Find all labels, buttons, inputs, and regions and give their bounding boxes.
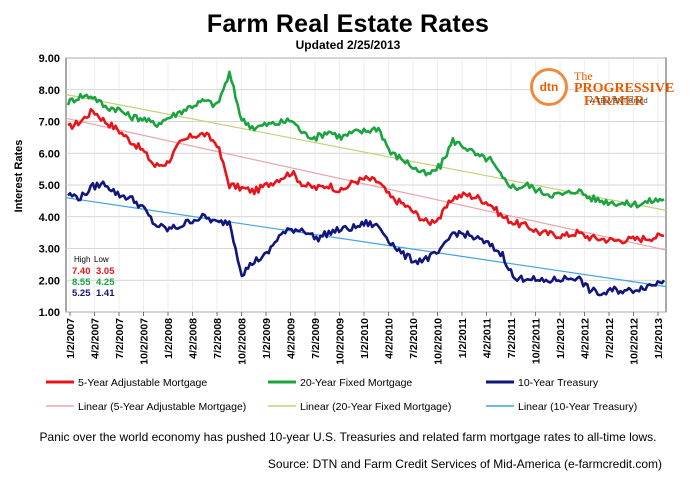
x-tick-label: 7/2/2010 [408,318,420,359]
x-tick-label: 7/2/2008 [212,318,224,359]
x-tick-label: 4/2/2009 [286,318,298,359]
y-tick-label: 2.00 [39,275,60,287]
trendline [65,197,667,288]
logo-line3: FARMER [584,94,645,109]
x-tick-label: 7/2/2009 [310,318,322,359]
y-tick-label: 9.00 [39,53,60,65]
high-value: 5.25 [72,288,91,299]
x-tick-label: 4/2/2007 [90,318,102,359]
x-tick-label: 7/2/2012 [604,318,616,359]
x-tick-label: 1/2/2007 [65,318,77,359]
legend-label: 10-Year Treasury [518,377,599,389]
trendlines [65,93,667,288]
legend-label: Linear (20-Year Fixed Mortgage) [300,401,451,413]
logo-tagline: A TELVENT Brand [590,98,648,105]
x-tick-label: 4/2/2011 [482,318,494,358]
low-value: 3.05 [96,266,115,277]
trendline [65,93,667,211]
x-tick-label: 7/2/2007 [114,318,126,359]
x-tick-label: 10/2/2010 [433,318,445,365]
gridlines [65,57,667,313]
legend-label: Linear (10-Year Treasury) [518,401,637,413]
legend: 5-Year Adjustable Mortgage 20-Year Fixed … [46,377,637,413]
y-tick-label: 4.00 [39,212,60,224]
chart-subtitle: Updated 2/25/2013 [295,38,401,52]
x-tick-label: 4/2/2012 [580,318,592,359]
logo-wordmark: The PROGRESSIVE FARMER [574,69,675,109]
legend-label: 5-Year Adjustable Mortgage [78,377,207,389]
x-tick-label: 1/2/2012 [555,318,567,359]
high-value: 8.55 [72,277,91,288]
x-tick-label: 1/2/2011 [457,318,469,358]
source-note: Source: DTN and Farm Credit Services of … [267,457,662,471]
x-tick-label: 10/2/2009 [335,318,347,365]
x-tick-label: 7/2/2011 [506,318,518,358]
x-tick-label: 1/2/2010 [359,318,371,359]
x-tick-label: 1/2/2013 [653,318,665,359]
line-chart: 1.00 2.00 3.00 4.00 5.00 6.00 7.00 8.00 9.00 1/2/… [39,53,667,413]
series-line [67,107,665,245]
x-tick-label: 1/2/2009 [261,318,273,359]
x-tick-label: 10/2/2008 [237,318,249,365]
high-header: High [74,255,90,264]
y-tick-label: 5.00 [39,180,60,192]
series-line [67,180,666,297]
legend-label: Linear (5-Year Adjustable Mortgage) [78,401,246,413]
logo-line2: PROGRESSIVE [574,81,675,96]
y-tick-label: 3.00 [39,244,60,256]
low-value: 1.41 [96,288,115,299]
y-tick-label: 1.00 [39,307,60,319]
dtn-progressive-farmer-logo: dtn The PROGRESSIVE FARMER A TELVENT Bra… [530,66,674,114]
chart-title: Farm Real Estate Rates [206,10,490,38]
y-tick-label: 7.00 [39,117,60,129]
x-tick-label: 4/2/2008 [188,318,200,359]
x-tick-label: 10/2/2007 [139,318,151,365]
x-tick-label: 4/2/2010 [384,318,396,359]
trendline [65,117,667,251]
low-value: 4.25 [96,277,115,288]
series-line [66,70,665,209]
x-tick-label: 10/2/2011 [531,318,543,364]
logo-line1: The [574,69,593,83]
high-value: 7.40 [72,266,91,277]
dtn-badge: dtn [530,68,568,106]
axes: 1.00 2.00 3.00 4.00 5.00 6.00 7.00 8.00 9.00 1/2/… [39,53,665,365]
x-tick-label: 1/2/2008 [163,318,175,359]
y-tick-label: 8.00 [39,85,60,97]
low-header: Low [94,255,109,264]
data-series [66,70,666,297]
legend-label: 20-Year Fixed Mortgage [300,377,412,389]
x-tick-label: 10/2/2012 [629,318,641,365]
caption: Panic over the world economy has pushed … [39,430,657,444]
y-tick-label: 6.00 [39,148,60,160]
